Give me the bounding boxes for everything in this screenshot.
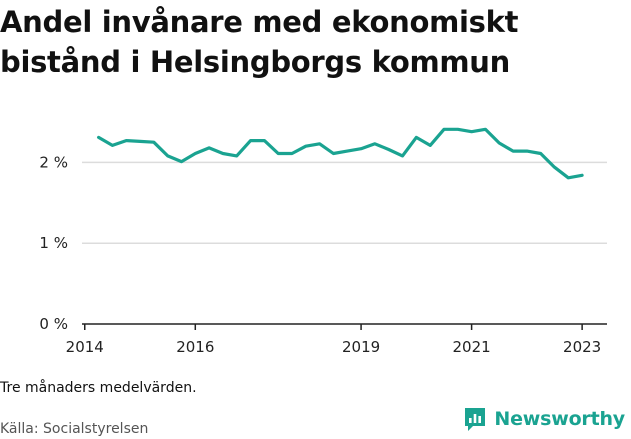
y-axis-labels: 0 % 1 % 2 % (39, 153, 68, 333)
brand-name: Newsworthy (494, 408, 625, 430)
x-tick-label: 2023 (563, 338, 601, 356)
y-tick-label: 0 % (39, 315, 68, 333)
y-tick-label: 1 % (39, 234, 68, 252)
x-tick-label: 2019 (342, 338, 380, 356)
x-axis: 2014 2016 2019 2021 2023 (66, 323, 607, 356)
chart-note: Tre månaders medelvärden. (0, 380, 197, 396)
brand-logo[interactable]: Newsworthy (463, 406, 625, 432)
source-credit: Källa: Socialstyrelsen (0, 421, 149, 437)
series-layer (96, 127, 584, 180)
x-tick-label: 2014 (66, 338, 104, 356)
y-tick-label: 2 % (39, 153, 68, 171)
series-line (96, 127, 584, 180)
x-tick-label: 2021 (453, 338, 491, 356)
line-chart: 2014 2016 2019 2021 2023 0 % 1 % 2 % (39, 127, 607, 356)
x-tick-label: 2016 (176, 338, 214, 356)
newsworthy-logo-icon (465, 408, 486, 431)
gridlines (82, 161, 607, 244)
chart-title: Andel invånare med ekonomiskt bistånd i … (0, 5, 519, 79)
